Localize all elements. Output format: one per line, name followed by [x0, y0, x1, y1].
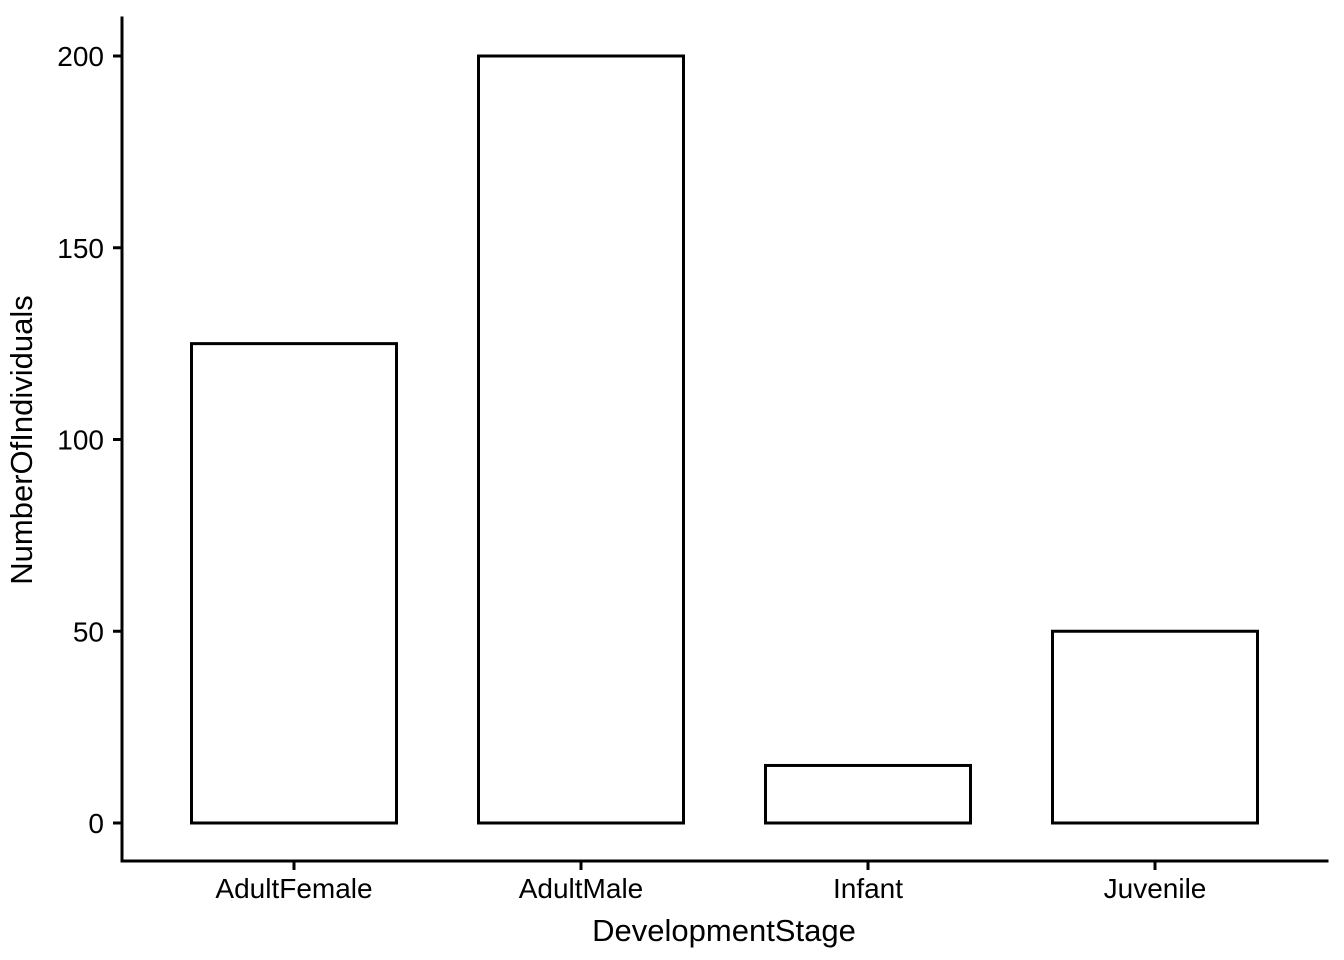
- bar-Juvenile: [1051, 629, 1259, 825]
- x-axis-title: DevelopmentStage: [592, 913, 856, 948]
- x-tick-label-AdultMale: AdultMale: [519, 873, 644, 904]
- x-tick-label-Juvenile: Juvenile: [1104, 873, 1207, 904]
- x-tick-label-Infant: Infant: [833, 873, 903, 904]
- y-axis-title: NumberOfIndividuals: [4, 295, 39, 584]
- bars-layer: [190, 54, 1259, 825]
- axes-layer: 0 50 100 150 200 AdultFemale AdultMale Infant Ju…: [57, 16, 1329, 904]
- y-tick-label-200: 200: [57, 41, 104, 72]
- y-tick-label-100: 100: [57, 425, 104, 456]
- y-tick-label-50: 50: [73, 616, 104, 647]
- y-tick-label-150: 150: [57, 233, 104, 264]
- bar-AdultFemale: [190, 342, 398, 825]
- x-tick-label-AdultFemale: AdultFemale: [215, 873, 372, 904]
- bar-AdultMale: [477, 54, 685, 825]
- y-tick-label-0: 0: [88, 808, 104, 839]
- bar-Infant: [764, 763, 972, 825]
